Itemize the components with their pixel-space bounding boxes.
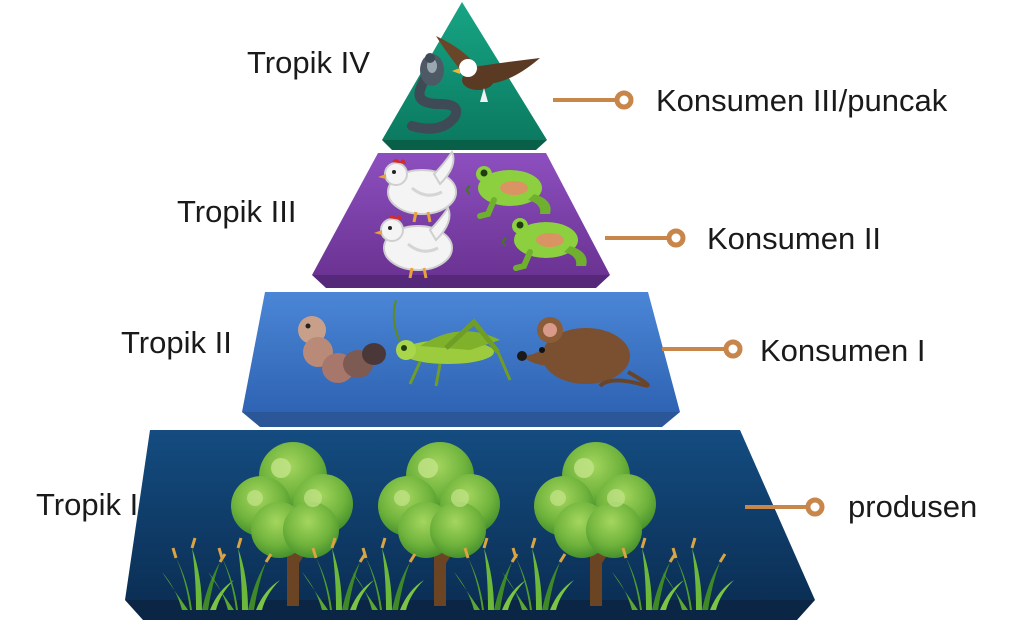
tier-2-block bbox=[242, 292, 680, 427]
tier-4-label: Tropik IV bbox=[247, 45, 370, 80]
tier-3-label: Tropik III bbox=[177, 194, 297, 229]
role-label-apex-consumer: Konsumen III/puncak bbox=[656, 83, 948, 118]
connector-2 bbox=[662, 339, 743, 359]
role-label-producer: produsen bbox=[848, 489, 978, 524]
tier-1-block bbox=[125, 430, 815, 620]
tier-1-label: Tropik I bbox=[36, 487, 139, 522]
tier-2-label: Tropik II bbox=[121, 325, 232, 360]
connector-4 bbox=[553, 90, 634, 110]
grasshopper-icon bbox=[392, 299, 512, 387]
cobra-icon bbox=[407, 53, 462, 134]
connector-3 bbox=[605, 228, 686, 248]
role-label-primary-consumer: Konsumen I bbox=[760, 333, 926, 368]
tier-3-block bbox=[312, 150, 610, 288]
role-label-secondary-consumer: Konsumen II bbox=[707, 221, 882, 256]
tier-4-block bbox=[382, 2, 547, 150]
eagle-icon bbox=[436, 36, 540, 102]
rat-icon bbox=[517, 317, 650, 388]
caterpillar-icon bbox=[298, 316, 386, 383]
connector-1 bbox=[745, 497, 825, 517]
